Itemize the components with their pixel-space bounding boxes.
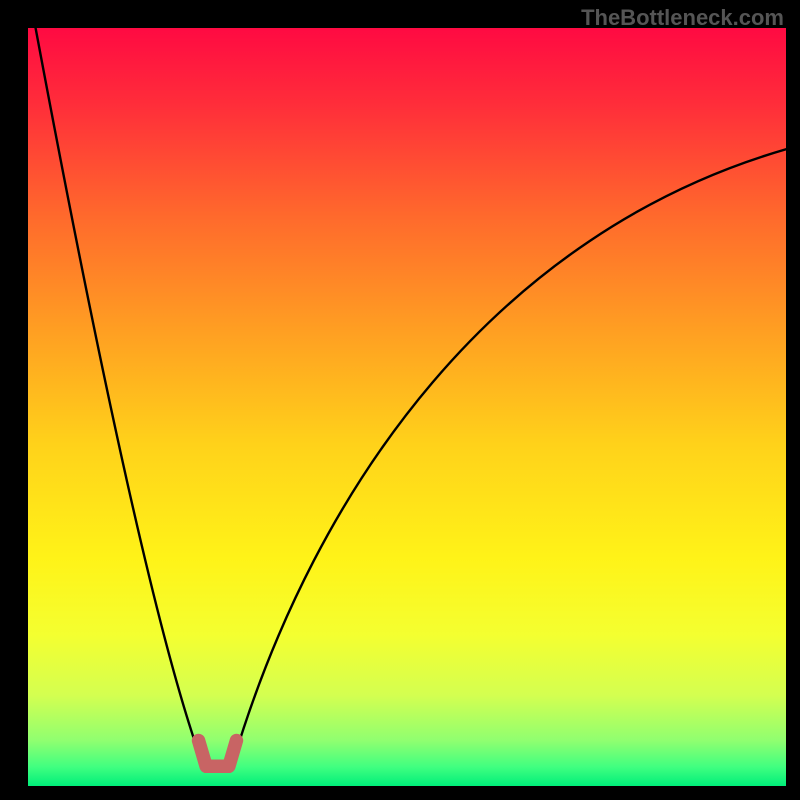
bottleneck-curve bbox=[36, 28, 786, 769]
notch-marker bbox=[199, 741, 237, 767]
curve-layer bbox=[28, 28, 786, 786]
watermark-text: TheBottleneck.com bbox=[581, 5, 784, 31]
plot-area bbox=[28, 28, 786, 786]
